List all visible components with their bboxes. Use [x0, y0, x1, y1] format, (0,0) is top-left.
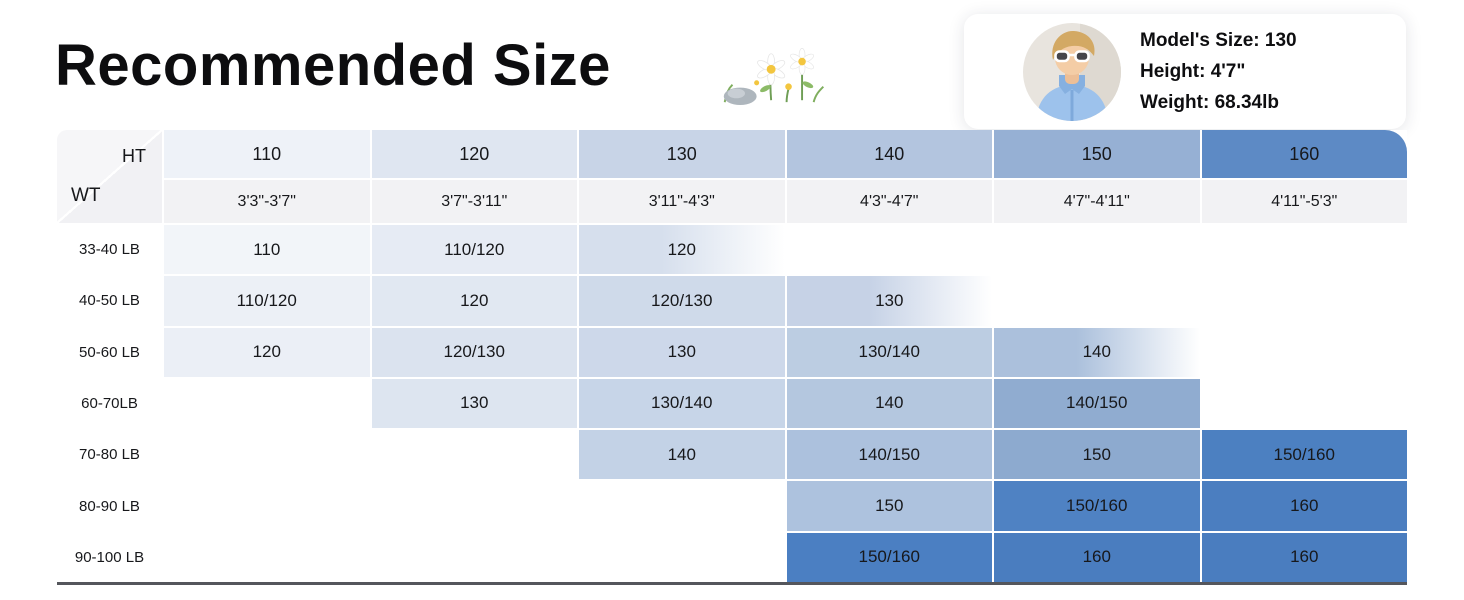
- weight-label-cell: 90-100 LB: [57, 532, 162, 582]
- size-cell: 140: [994, 327, 1200, 377]
- size-cell: 130/140: [786, 327, 992, 377]
- size-cell: [1201, 378, 1407, 429]
- size-cell: 130: [786, 276, 992, 326]
- height-header-cell: 4'7"-4'11": [994, 180, 1200, 223]
- size-chart-table: HT WT 110 120 130 140 150 160 3'3"-3'7" 3'7"-3'11…: [57, 130, 1407, 585]
- size-cell: [1201, 276, 1407, 326]
- size-header-cell: 160: [1201, 130, 1407, 178]
- size-cell: 140: [579, 430, 785, 480]
- size-cell: [579, 481, 785, 531]
- size-cell: 110: [164, 225, 370, 275]
- table-corner-cell: HT WT: [57, 130, 162, 223]
- weight-label-cell: 80-90 LB: [57, 481, 162, 531]
- size-cell: 150: [994, 430, 1200, 480]
- height-header-cell: 3'7"-3'11": [371, 180, 577, 223]
- size-cell: [579, 532, 785, 582]
- size-cell: 160: [994, 532, 1200, 582]
- height-header-cell: 4'3"-4'7": [786, 180, 992, 223]
- size-cell: [371, 532, 577, 582]
- size-cell: 140/150: [994, 378, 1200, 429]
- size-cell: [994, 276, 1200, 326]
- size-cell: 160: [1201, 532, 1407, 582]
- size-cell: 150/160: [994, 481, 1200, 531]
- weight-label-cell: 50-60 LB: [57, 327, 162, 377]
- weight-label-cell: 33-40 LB: [57, 225, 162, 275]
- weight-label-cell: 40-50 LB: [57, 276, 162, 326]
- size-cell: 140/150: [786, 430, 992, 480]
- model-size-text: Model's Size: 130: [1140, 30, 1297, 51]
- size-cell: 110/120: [164, 276, 370, 326]
- size-cell: [164, 378, 370, 429]
- size-cell: 120: [164, 327, 370, 377]
- flowers-decoration-icon: [716, 48, 834, 111]
- size-header-cell: 110: [164, 130, 370, 178]
- size-header-cell: 130: [579, 130, 785, 178]
- size-cell: [786, 225, 992, 275]
- size-cell: 150: [786, 481, 992, 531]
- size-cell: 110/120: [371, 225, 577, 275]
- size-cell: 130: [579, 327, 785, 377]
- size-cell: [1201, 327, 1407, 377]
- weight-label-cell: 70-80 LB: [57, 430, 162, 480]
- size-cell: 130/140: [579, 378, 785, 429]
- weight-label-cell: 60-70LB: [57, 378, 162, 429]
- height-header-cell: 3'11"-4'3": [579, 180, 785, 223]
- size-cell: [1201, 225, 1407, 275]
- page-title: Recommended Size: [55, 33, 611, 98]
- size-header-cell: 140: [786, 130, 992, 178]
- size-cell: [371, 481, 577, 531]
- size-cell: 150/160: [1201, 430, 1407, 480]
- size-cell: 150/160: [786, 532, 992, 582]
- model-height-text: Height: 4'7": [1140, 61, 1246, 82]
- size-cell: [371, 430, 577, 480]
- size-cell: 130: [371, 378, 577, 429]
- size-cell: [164, 430, 370, 480]
- size-cell: [164, 532, 370, 582]
- height-header-cell: 3'3"-3'7": [164, 180, 370, 223]
- model-weight-text: Weight: 68.34lb: [1140, 92, 1280, 113]
- model-photo: [1022, 22, 1122, 122]
- size-cell: 160: [1201, 481, 1407, 531]
- size-cell: 120: [371, 276, 577, 326]
- size-cell: [164, 481, 370, 531]
- size-cell: [994, 225, 1200, 275]
- corner-wt-label: WT: [71, 185, 101, 206]
- size-header-cell: 150: [994, 130, 1200, 178]
- size-cell: 120/130: [579, 276, 785, 326]
- model-info-card: Model's Size: 130 Height: 4'7" Weight: 6…: [964, 14, 1406, 129]
- size-cell: 140: [786, 378, 992, 429]
- height-header-cell: 4'11"-5'3": [1201, 180, 1407, 223]
- model-info-text: Model's Size: 130 Height: 4'7" Weight: 6…: [1140, 25, 1297, 118]
- size-cell: 120/130: [371, 327, 577, 377]
- size-cell: 120: [579, 225, 785, 275]
- corner-ht-label: HT: [122, 146, 146, 166]
- size-header-cell: 120: [371, 130, 577, 178]
